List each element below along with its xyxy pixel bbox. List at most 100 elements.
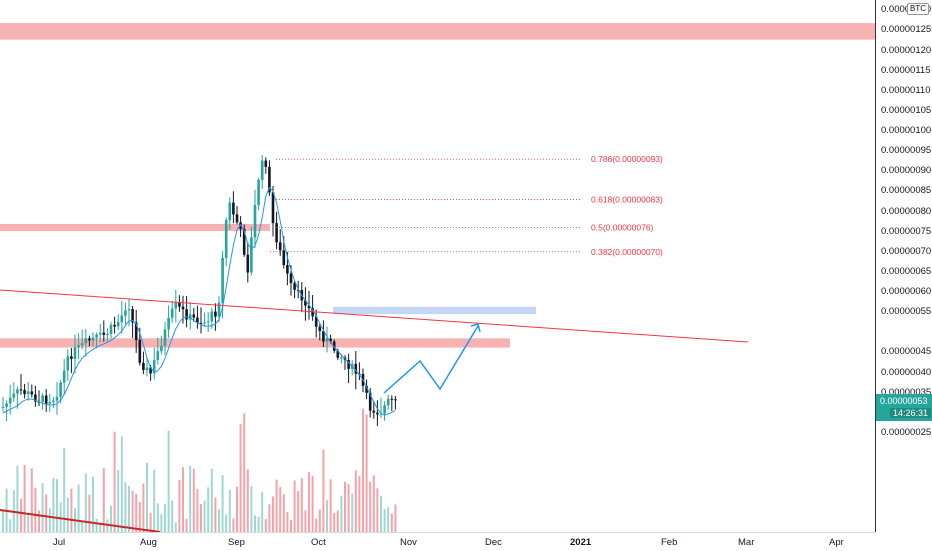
candle-body: [289, 273, 293, 284]
candle-body: [181, 306, 185, 310]
time-tick-label: Jul: [53, 537, 66, 548]
support-zone-bottom[interactable]: [0, 338, 510, 348]
volume-bar: [286, 511, 289, 532]
descending-trendline[interactable]: [0, 289, 749, 343]
candle-body: [77, 345, 80, 348]
volume-bar: [113, 431, 116, 532]
candle-body: [19, 389, 23, 391]
candle-body: [188, 314, 192, 320]
candle-body: [98, 332, 102, 335]
volume-bar: [178, 480, 181, 532]
fib-level-label: 0.618(0.00000083): [591, 194, 663, 204]
volume-bar: [304, 510, 307, 532]
candle-body: [167, 317, 170, 330]
candle-body: [347, 359, 350, 369]
volume-bar: [135, 493, 138, 532]
volume-bar: [192, 468, 195, 532]
volume-bar: [354, 470, 357, 532]
time-tick-label: Sep: [228, 537, 245, 548]
volume-bar: [250, 486, 253, 532]
price-tick-label: 0.00000025: [881, 426, 932, 438]
volume-bar: [218, 509, 220, 532]
volume-bar: [156, 503, 159, 532]
candle-body: [102, 332, 106, 335]
candle-body: [203, 322, 206, 324]
volume-bar: [84, 473, 87, 532]
candle-body: [282, 250, 286, 266]
candle-body: [149, 367, 152, 374]
chart-area[interactable]: 0.786(0.00000093) 0.618(0.00000083) 0.5(0.…: [0, 0, 875, 532]
fib-level-label: 0.5(0.00000076): [591, 223, 654, 233]
volume-bar: [131, 490, 134, 532]
candle-body: [264, 160, 268, 167]
candle-body: [232, 202, 235, 215]
volume-bar: [236, 486, 238, 532]
price-axis[interactable]: 0.000001500.000001450.000001400.00000135…: [875, 0, 932, 532]
volume-bar: [77, 484, 80, 532]
candle-body: [145, 367, 149, 371]
volume-bar: [48, 508, 51, 532]
volume-bar: [30, 468, 33, 532]
candle-body: [214, 311, 217, 317]
candle-body: [124, 310, 127, 316]
volume-bar: [358, 476, 361, 532]
candle-body: [1, 406, 5, 408]
volume-bar: [365, 414, 368, 532]
candle-body: [307, 305, 311, 309]
volume-bar: [81, 521, 84, 532]
candle-body: [376, 412, 379, 415]
volume-bar: [196, 488, 199, 532]
volume-bar: [351, 493, 354, 532]
lower-trendline[interactable]: [0, 509, 161, 532]
volume-bar: [362, 408, 364, 532]
volume-bar: [293, 480, 296, 532]
volume-bar: [203, 500, 206, 532]
candle-body: [73, 347, 77, 359]
candle-body: [138, 339, 142, 363]
volume-bar: [182, 467, 184, 532]
candle-body: [250, 237, 253, 273]
candle-body: [134, 322, 138, 340]
price-tick-label: 0.00000040: [881, 366, 932, 378]
volume-bar: [297, 491, 300, 532]
moving-average-line[interactable]: [2, 186, 396, 416]
volume-bar: [275, 479, 278, 532]
resistance-zone-top[interactable]: [0, 23, 875, 40]
time-axis[interactable]: Jul Aug Sep Oct Nov Dec 2021 Feb Mar Apr: [0, 532, 875, 551]
candle-body: [329, 338, 332, 342]
volume-bar: [2, 509, 4, 532]
volume-bar: [264, 519, 267, 532]
candle-body: [271, 192, 275, 224]
candle-body: [55, 396, 59, 401]
volume-bar: [394, 504, 397, 532]
target-zone-blue[interactable]: [333, 306, 536, 315]
volume-bar: [117, 470, 120, 532]
volume-bar: [380, 495, 382, 532]
volume-bar: [20, 498, 22, 532]
volume-bar: [225, 514, 228, 532]
volume-bar: [390, 513, 393, 532]
time-tick-label: Apr: [829, 537, 844, 548]
currency-label: BTC: [907, 3, 929, 15]
volume-bar: [344, 481, 346, 532]
projection-path[interactable]: [383, 325, 479, 394]
candle-body: [304, 300, 307, 306]
candle-body: [383, 405, 386, 414]
candle-body: [23, 389, 26, 395]
candle-body: [253, 204, 257, 238]
fib-level-label: 0.382(0.00000070): [591, 247, 663, 257]
candle-body: [340, 357, 343, 359]
candle-body: [66, 356, 70, 371]
candle-body: [322, 331, 325, 342]
candle-body: [185, 309, 188, 320]
fibonacci-retracement[interactable]: 0.786(0.00000093) 0.618(0.00000083) 0.5(0.…: [270, 154, 663, 257]
price-chart[interactable]: 0.786(0.00000093) 0.618(0.00000083) 0.5(0.…: [0, 0, 875, 532]
volume-bar: [92, 476, 94, 532]
resistance-zone-mid[interactable]: [0, 223, 270, 232]
price-tick-label: 0.00000090: [881, 165, 932, 177]
volume-layer: [2, 408, 397, 532]
candle-body: [5, 403, 8, 407]
candle-body: [52, 400, 55, 403]
price-tick-label: 0.00000060: [881, 286, 932, 297]
volume-bar: [254, 515, 256, 532]
